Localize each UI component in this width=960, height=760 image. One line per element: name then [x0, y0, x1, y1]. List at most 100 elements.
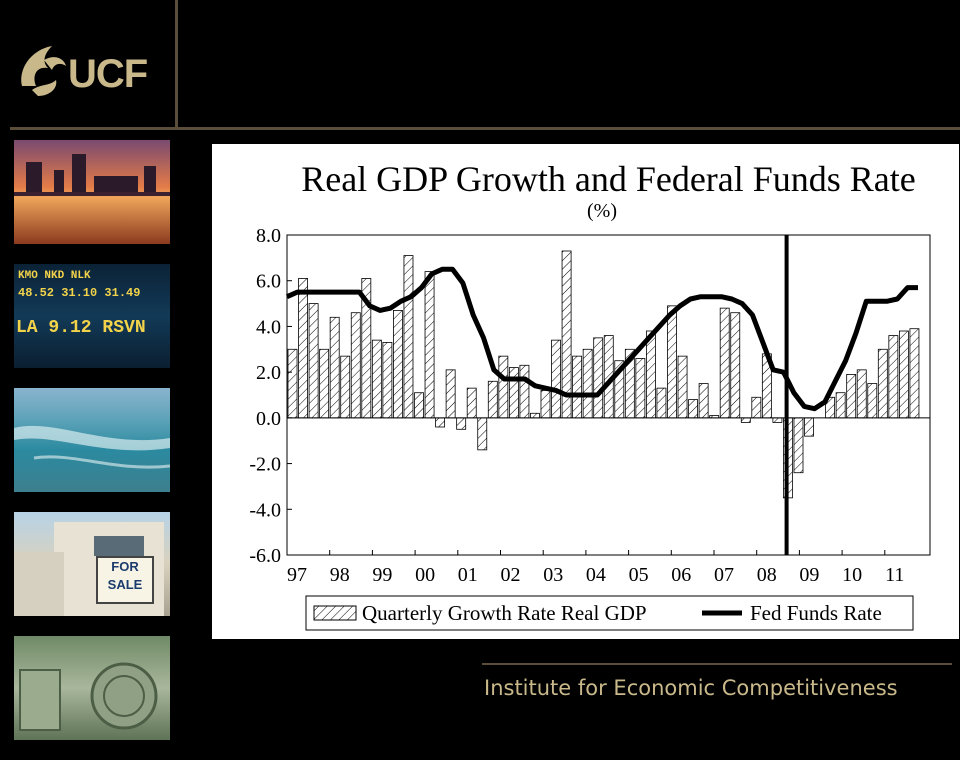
- ticker-quote: LA 9.12 RSVN: [16, 318, 146, 338]
- y-tick-label: 6.0: [256, 271, 281, 293]
- x-tick-label: 01: [458, 564, 478, 586]
- footer-divider: [482, 663, 952, 665]
- gdp-bar: [572, 355, 583, 419]
- y-tick-label: -6.0: [249, 545, 281, 567]
- gdp-bar: [614, 360, 625, 419]
- gdp-bar: [825, 396, 836, 419]
- dollar-bill-image: [14, 636, 170, 740]
- fed-funds-line: [285, 266, 918, 412]
- gdp-bar: [804, 417, 814, 437]
- x-tick-label: 11: [885, 564, 904, 586]
- gdp-bar: [856, 369, 867, 419]
- gdp-bar: [445, 369, 456, 419]
- gdp-bar: [361, 278, 372, 419]
- x-tick-label: 99: [372, 564, 392, 586]
- gdp-bar: [793, 417, 804, 474]
- gdp-bar: [751, 396, 762, 419]
- legend-label-fedfunds: Fed Funds Rate: [750, 601, 882, 625]
- gdp-bar: [867, 383, 878, 419]
- gdp-bar: [530, 412, 540, 419]
- sidebar-images: KMO NKD NLK 48.52 31.10 31.49 LA 9.12 RS…: [14, 140, 170, 760]
- gdp-bar: [624, 348, 635, 419]
- gdp-bar: [635, 358, 646, 419]
- gdp-bar: [730, 312, 741, 419]
- gdp-bar: [709, 415, 720, 419]
- gdp-bar: [645, 330, 656, 419]
- x-tick-label: 06: [671, 564, 691, 586]
- gdp-bar: [561, 250, 572, 419]
- gdp-bar: [688, 399, 698, 419]
- house-for-sale-image: FOR SALE: [14, 512, 170, 616]
- sign-line-2: SALE: [107, 577, 143, 592]
- coastline-image: [14, 388, 170, 492]
- x-tick-label: 97: [287, 564, 307, 586]
- x-tick-label: 03: [543, 564, 563, 586]
- gdp-bar: [350, 312, 361, 419]
- ticker-prices: 48.52 31.10 31.49: [18, 286, 141, 300]
- x-tick-label: 09: [799, 564, 819, 586]
- chart-panel: Real GDP Growth and Federal Funds Rate (…: [212, 144, 959, 639]
- x-tick-label: 05: [629, 564, 649, 586]
- skyline-shape: [14, 154, 170, 196]
- gdp-bar: [540, 390, 551, 419]
- x-tick-label: 98: [330, 564, 350, 586]
- x-tick-label: 08: [757, 564, 777, 586]
- chart-title: Real GDP Growth and Federal Funds Rate: [301, 159, 916, 199]
- logo-text: UCF: [68, 52, 148, 96]
- gdp-bar: [593, 337, 604, 419]
- gdp-bar: [846, 374, 857, 419]
- gdp-bar: [909, 328, 920, 419]
- gdp-bar: [508, 367, 519, 419]
- pegasus-icon: [21, 46, 66, 96]
- gdp-bar: [582, 348, 593, 419]
- x-tick-label: 10: [842, 564, 862, 586]
- x-tick-label: 02: [501, 564, 521, 586]
- gdp-bar: [466, 387, 477, 419]
- gdp-bar: [287, 348, 298, 419]
- sandbar-shape: [14, 425, 170, 469]
- gdp-bar: [298, 278, 308, 419]
- x-tick-label: 07: [714, 564, 734, 586]
- gdp-bar: [477, 417, 488, 451]
- gdp-bar: [319, 348, 330, 419]
- gdp-fed-funds-chart: 8.0 6.0 4.0 2.0 0.0 -2.0 -4.0 -6.0 97 98 99 00 01 02 0…: [249, 225, 931, 631]
- y-tick-label: 4.0: [256, 316, 281, 338]
- gdp-bar: [877, 348, 888, 419]
- gdp-bar: [656, 387, 667, 419]
- gdp-bar: [414, 392, 424, 419]
- gdp-bar: [667, 305, 677, 419]
- gdp-bar: [393, 310, 403, 419]
- legend-swatch-gdp: [313, 605, 357, 621]
- gdp-bar: [308, 303, 319, 419]
- y-tick-label: 0.0: [256, 408, 281, 430]
- gdp-bar: [719, 307, 730, 419]
- x-tick-label: 00: [415, 564, 435, 586]
- gdp-bar: [740, 417, 751, 423]
- gdp-bar: [435, 417, 446, 428]
- y-tick-label: -4.0: [249, 499, 281, 521]
- for-sale-sign: FOR SALE: [96, 556, 154, 604]
- chart-subtitle: (%): [587, 200, 617, 222]
- legend-box: [305, 595, 914, 631]
- gdp-bar: [371, 339, 382, 419]
- dollar-seal-shape: [19, 662, 158, 731]
- y-tick-label: -2.0: [249, 454, 281, 476]
- footer-text: Institute for Economic Competitiveness: [484, 676, 898, 700]
- divider-vertical: [175, 0, 178, 130]
- y-tick-label: 2.0: [256, 362, 281, 384]
- gdp-bar: [456, 417, 467, 430]
- gdp-bar: [835, 392, 846, 419]
- stock-ticker-image: KMO NKD NLK 48.52 31.10 31.49 LA 9.12 RS…: [14, 264, 170, 368]
- gdp-bar: [551, 339, 561, 419]
- gdp-bar: [677, 355, 688, 419]
- gdp-bar: [424, 271, 435, 419]
- gdp-bar: [403, 255, 414, 419]
- gdp-bar: [698, 383, 709, 419]
- x-tick-label: 04: [586, 564, 606, 586]
- gdp-bar: [898, 330, 909, 419]
- y-tick-label: 8.0: [256, 225, 281, 247]
- gdp-bar: [519, 364, 530, 419]
- skyline-image: [14, 140, 170, 244]
- ticker-symbols: KMO NKD NLK: [18, 270, 91, 282]
- gdp-bar: [340, 355, 351, 419]
